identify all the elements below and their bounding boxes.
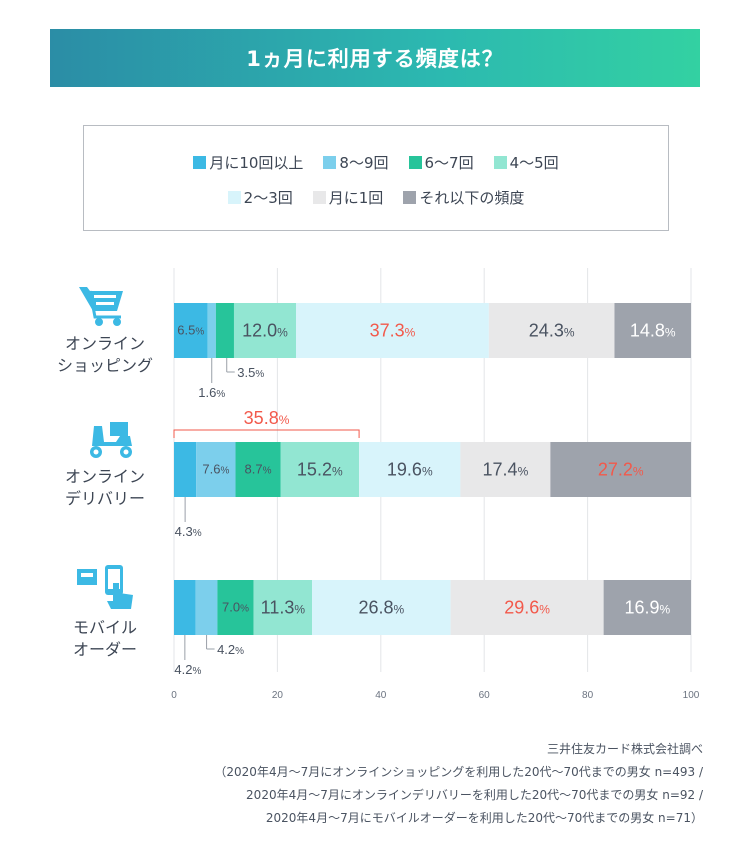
x-tick-label: 100	[683, 690, 700, 701]
bar-segment	[215, 303, 234, 358]
category-label-delivery: オンライン デリバリー	[40, 466, 170, 510]
bar-segment	[280, 442, 360, 497]
callout-label: 4.3%	[175, 524, 202, 539]
source-note-2: 2020年4月〜7月にオンラインデリバリーを利用した20代〜70代までの男女 n…	[246, 788, 703, 802]
callout-label: 4.2%	[174, 662, 201, 677]
legend-item-10plus: 月に10回以上	[193, 152, 303, 173]
title-banner: 1ヵ月に利用する頻度は？	[50, 29, 700, 87]
legend-label: それ以下の頻度	[419, 189, 525, 207]
bar-segment	[195, 580, 218, 635]
x-tick-label: 60	[479, 690, 491, 701]
category-label-line: デリバリー	[64, 489, 145, 508]
bar-segment	[253, 580, 313, 635]
category-label-mobile-order: モバイル オーダー	[40, 617, 170, 661]
chart-title: 1ヵ月に利用する頻度は？	[246, 47, 504, 71]
legend-label: 4〜5回	[509, 154, 559, 172]
legend-swatch	[323, 156, 337, 169]
bar-segment	[460, 442, 551, 497]
bar-segment	[235, 442, 281, 497]
bar-segment	[614, 303, 691, 358]
stacked-bar-chart: 0 20 40 60 80 100 6.5% 1.6% 3.5% 12.0% 37.3% 24.3% 1…	[171, 268, 700, 701]
legend: 月に10回以上 8〜9回 6〜7回 4〜5回 2〜3回 月に1回 それ以下の頻度	[83, 125, 669, 231]
bar-segment	[196, 442, 236, 497]
bar-value-label: 15.2%	[297, 460, 343, 480]
bar-value-label: 7.0%	[222, 600, 249, 615]
callout-label: 1.6%	[198, 385, 225, 400]
legend-swatch	[193, 156, 207, 169]
category-label-shopping: オンライン ショッピング	[40, 333, 170, 377]
legend-swatch	[227, 191, 241, 204]
x-tick-label: 0	[171, 690, 177, 701]
bar-segment	[359, 442, 461, 497]
category-label-line: オンライン	[64, 467, 145, 486]
bar-value-label: 7.6%	[202, 462, 229, 477]
legend-swatch	[493, 156, 507, 169]
bar-value-label: 24.3%	[529, 321, 575, 341]
bar-value-label: 29.6%	[504, 598, 550, 618]
bar-value-label: 37.3%	[370, 321, 416, 341]
bar-value-label: 19.6%	[387, 460, 433, 480]
legend-label: 6〜7回	[424, 154, 474, 172]
bar-value-label: 12.0%	[242, 321, 288, 341]
category-label-line: ショッピング	[56, 356, 153, 375]
source-note-3: 2020年4月〜7月にモバイルオーダーを利用した20代〜70代までの男女 n=7…	[265, 811, 703, 825]
bar-value-label: 27.2%	[598, 460, 644, 480]
source-note-1: （2020年4月〜7月にオンラインショッピングを利用した20代〜70代までの男女…	[214, 765, 703, 779]
bar-value-label: 6.5%	[177, 323, 204, 338]
bar-segment	[312, 580, 451, 635]
legend-item-4-5: 4〜5回	[493, 152, 559, 173]
bar-segment	[296, 303, 489, 358]
legend-item-2-3: 2〜3回	[227, 187, 293, 208]
source-org: 三井住友カード株式会社調べ	[546, 742, 703, 756]
legend-row-2: 2〜3回 月に1回 それ以下の頻度	[84, 187, 668, 208]
legend-row-1: 月に10回以上 8〜9回 6〜7回 4〜5回	[84, 152, 668, 173]
bar-value-label: 16.9%	[624, 598, 670, 618]
x-tick-label: 80	[582, 690, 594, 701]
callout-label: 3.5%	[237, 365, 264, 380]
bar-value-label: 8.7%	[245, 462, 272, 477]
bar-segment	[488, 303, 615, 358]
shopping-cart-icon	[79, 287, 123, 326]
legend-swatch	[312, 191, 326, 204]
bracket-line	[173, 429, 360, 438]
bar-segment	[174, 442, 197, 497]
callout-label: 4.2%	[217, 642, 244, 657]
legend-label: 月に10回以上	[209, 154, 304, 172]
bar-segment	[450, 580, 604, 635]
legend-label: 8〜9回	[339, 154, 389, 172]
x-tick-label: 40	[375, 690, 387, 701]
bar-value-label: 14.8%	[630, 321, 676, 341]
x-tick-label: 20	[272, 690, 284, 701]
legend-item-8-9: 8〜9回	[323, 152, 389, 173]
category-label-line: モバイル	[72, 618, 137, 637]
mobile-order-icon	[77, 565, 133, 609]
delivery-scooter-icon	[90, 422, 132, 458]
bracket-label: 35.8%	[244, 408, 290, 428]
bar-segment	[174, 303, 208, 358]
legend-label: 月に1回	[328, 189, 384, 207]
legend-label: 2〜3回	[243, 189, 293, 207]
bar-value-label: 11.3%	[261, 598, 306, 618]
bar-segment	[233, 303, 297, 358]
category-label-line: オーダー	[72, 640, 137, 659]
bar-segment	[550, 442, 691, 497]
legend-swatch	[403, 191, 417, 204]
bar-value-label: 17.4%	[483, 460, 529, 480]
bar-segment	[603, 580, 691, 635]
bar-value-label: 26.8%	[358, 598, 404, 618]
legend-item-monthly-once: 月に1回	[312, 187, 384, 208]
category-label-line: オンライン	[64, 334, 145, 353]
legend-swatch	[408, 156, 422, 169]
legend-item-less: それ以下の頻度	[403, 187, 524, 208]
bar-segment	[207, 303, 216, 358]
bar-segment	[217, 580, 254, 635]
legend-item-6-7: 6〜7回	[408, 152, 474, 173]
bar-segment	[174, 580, 196, 635]
